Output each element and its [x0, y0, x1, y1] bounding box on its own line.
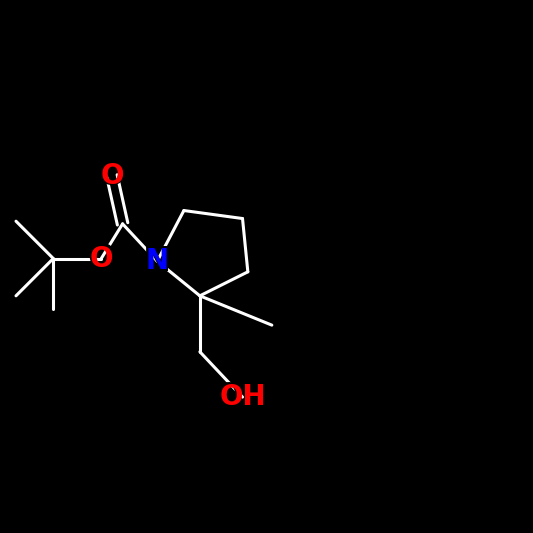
Text: O: O: [87, 242, 116, 275]
Text: N: N: [146, 247, 169, 275]
Text: O: O: [90, 245, 113, 272]
Text: OH: OH: [219, 383, 266, 411]
Text: O: O: [98, 159, 126, 192]
Text: N: N: [143, 245, 171, 278]
Text: O: O: [100, 162, 124, 190]
Text: OH: OH: [214, 381, 271, 414]
